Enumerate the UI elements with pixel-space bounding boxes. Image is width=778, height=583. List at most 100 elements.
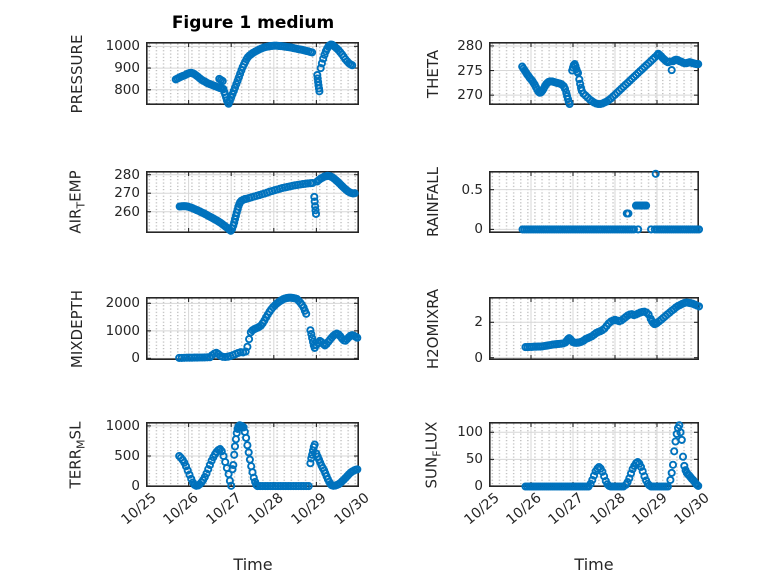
data-marker (678, 452, 688, 461)
data-marker (242, 433, 251, 442)
data-marker (306, 459, 315, 468)
data-marker (308, 333, 317, 343)
data-marker (308, 178, 317, 188)
data-marker (560, 84, 570, 93)
data-marker (353, 333, 362, 342)
y-tick-label: 0 (131, 478, 140, 495)
minor-grid (490, 43, 698, 104)
x-tick-label: 10/27 (545, 490, 587, 529)
data-marker (651, 169, 660, 178)
y-tick-label: 280 (114, 166, 140, 183)
data-marker (311, 206, 320, 215)
y-tick-label: 260 (114, 203, 140, 220)
x-tick-label: 10/30 (671, 490, 713, 529)
data-marker (348, 61, 357, 70)
data-marker (311, 209, 321, 218)
data-marker (694, 60, 703, 69)
data-marker (676, 428, 685, 437)
y-tick-label: 2 (474, 314, 483, 331)
data-marker (315, 87, 324, 96)
x-tick-label: 10/25 (118, 490, 160, 529)
data-marker (244, 448, 253, 457)
data-marker (230, 442, 240, 451)
data-marker (667, 468, 676, 477)
data-marker (311, 202, 320, 211)
data-marker (598, 467, 607, 476)
y-axis-label-h2omixra: H2OMIXRA (424, 288, 442, 369)
data-marker (316, 64, 325, 73)
data-marker (694, 481, 703, 490)
subplot-rainfall (489, 169, 704, 234)
figure-title: Figure 1 medium (171, 13, 335, 33)
subplot-sun_flux (489, 421, 703, 491)
axes-box (489, 422, 699, 488)
minor-grid (490, 172, 698, 232)
data-marker (629, 225, 638, 234)
y-tick-label: 0 (131, 350, 140, 367)
data-marker (680, 461, 689, 470)
data-marker (668, 460, 678, 469)
x-tick-label: 10/30 (331, 490, 373, 529)
y-tick-label: 2000 (105, 295, 140, 312)
data-marker (575, 75, 584, 84)
x-tick-label: 10/26 (160, 490, 202, 529)
data-marker (249, 473, 258, 482)
minor-grid (490, 423, 698, 486)
y-tick-label: 0 (474, 221, 483, 238)
y-tick-label: 100 (457, 424, 483, 441)
axes-box (489, 297, 699, 361)
data-marker (636, 462, 646, 472)
y-tick-label: 275 (457, 62, 483, 79)
subplot-h2omixra (489, 297, 704, 361)
axes-box (146, 297, 359, 361)
data-marker (317, 59, 326, 68)
data-marker (185, 470, 194, 479)
data-marker (302, 309, 311, 318)
subplot-pressure (146, 40, 359, 108)
data-marker (243, 342, 252, 351)
data-marker (642, 201, 651, 210)
subplot-theta (489, 42, 703, 109)
subplot-terr_msl (146, 421, 362, 491)
y-tick-label: 1000 (105, 322, 140, 339)
data-marker (565, 99, 574, 109)
data-marker (183, 466, 192, 475)
y-tick-label: 0 (474, 478, 483, 495)
y-tick-label: 1000 (105, 38, 140, 55)
data-marker (307, 330, 316, 339)
y-tick-label: 0.5 (461, 181, 483, 198)
y-tick-label: 0 (474, 349, 483, 366)
y-tick-label: 50 (465, 451, 483, 468)
data-marker (670, 447, 679, 456)
y-tick-label: 280 (457, 37, 483, 54)
data-marker (675, 421, 684, 430)
y-tick-label: 800 (114, 81, 140, 98)
data-marker (588, 475, 597, 485)
axes-box (146, 42, 359, 106)
y-axis-label-theta: THETA (424, 49, 442, 98)
data-marker (308, 48, 317, 57)
data-marker (626, 469, 636, 478)
data-marker (205, 460, 214, 470)
data-marker (624, 209, 633, 218)
data-marker (640, 472, 649, 481)
data-marker (663, 482, 672, 491)
y-axis-label-air_temp: AIRTEMP (66, 170, 88, 234)
data-marker (218, 77, 227, 86)
data-marker (245, 335, 254, 344)
y-tick-label: 900 (114, 60, 140, 77)
x-axis-label-left: Time (233, 555, 273, 574)
y-axis-label-mixdepth: MIXDEPTH (68, 289, 86, 368)
data-marker (666, 475, 675, 485)
y-tick-label: 500 (114, 448, 140, 464)
data-marker (243, 441, 252, 450)
x-tick-label: 10/29 (629, 490, 671, 529)
data-marker (229, 460, 238, 470)
y-axis-label-sun_flux: SUNFLUX (422, 421, 444, 488)
data-marker (589, 471, 599, 480)
y-axis-label-pressure: PRESSURE (68, 34, 86, 113)
data-marker (319, 54, 328, 63)
data-marker (310, 192, 319, 201)
data-marker (350, 189, 359, 198)
